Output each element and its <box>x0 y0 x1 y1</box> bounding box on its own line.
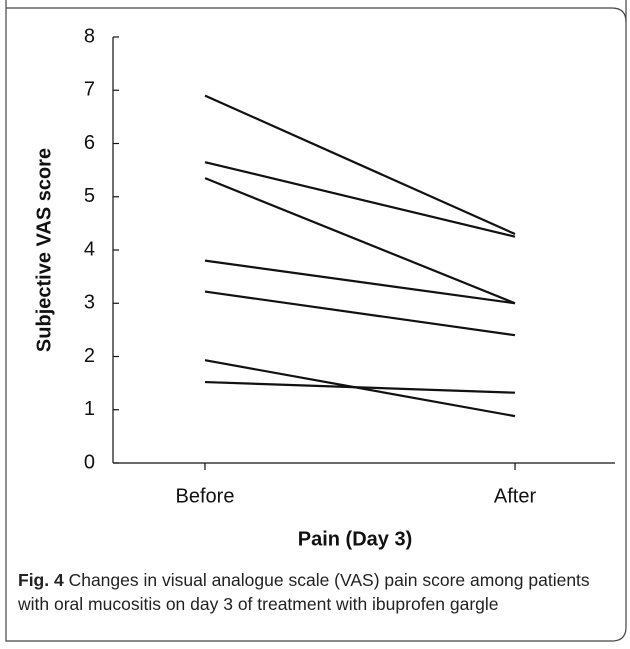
series-line <box>204 161 516 238</box>
y-axis-label: Subjective VAS score <box>33 148 55 352</box>
caption: Fig. 4 Changes in visual analogue scale … <box>18 568 613 616</box>
series-line <box>204 380 516 394</box>
y-tick-label: 5 <box>84 185 95 207</box>
x-tick-label: After <box>494 485 537 507</box>
series-line <box>204 290 516 337</box>
y-tick-label: 3 <box>84 292 95 314</box>
y-tick-label: 6 <box>84 132 95 154</box>
caption-text: Changes in visual analogue scale (VAS) p… <box>18 570 590 614</box>
x-axis-label: Pain (Day 3) <box>298 528 412 550</box>
caption-label: Fig. 4 <box>18 570 64 590</box>
series-line <box>204 177 516 305</box>
y-tick-label: 4 <box>84 238 95 260</box>
y-tick-label: 1 <box>84 398 95 420</box>
x-tick-label: Before <box>176 485 235 507</box>
y-tick-label: 7 <box>84 79 95 101</box>
frame <box>5 0 627 642</box>
series-line <box>204 259 516 305</box>
y-tick-label: 8 <box>84 25 95 47</box>
y-tick-label: 2 <box>84 345 95 367</box>
y-tick-label: 0 <box>84 451 95 473</box>
series-line <box>204 94 516 236</box>
frame-top <box>6 7 627 23</box>
